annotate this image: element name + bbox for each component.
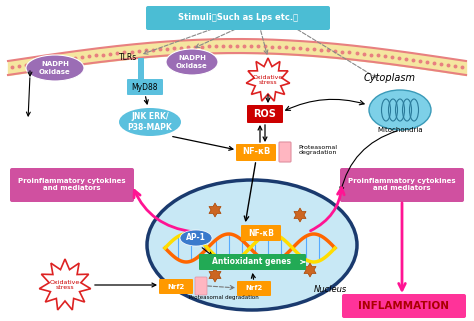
Polygon shape <box>39 259 91 310</box>
Ellipse shape <box>147 180 357 310</box>
Text: NADPH
Oxidase: NADPH Oxidase <box>176 56 208 68</box>
Text: AP-1: AP-1 <box>186 233 206 242</box>
Text: NF-κB: NF-κB <box>248 229 274 238</box>
FancyBboxPatch shape <box>10 168 134 202</box>
FancyBboxPatch shape <box>199 254 306 270</box>
FancyBboxPatch shape <box>279 142 291 162</box>
Polygon shape <box>294 208 306 222</box>
Bar <box>138 58 144 80</box>
Text: NF-κB: NF-κB <box>242 148 270 157</box>
Text: Oxidative
stress: Oxidative stress <box>50 280 80 291</box>
Text: Nucleus: Nucleus <box>313 285 346 294</box>
Text: ROS: ROS <box>254 109 276 119</box>
Text: INFLAMMATION: INFLAMMATION <box>358 301 449 311</box>
Text: JNK ERK/
P38-MAPK: JNK ERK/ P38-MAPK <box>128 112 173 132</box>
Ellipse shape <box>26 55 84 81</box>
Polygon shape <box>304 263 316 277</box>
Ellipse shape <box>119 108 181 136</box>
Text: Mitochondria: Mitochondria <box>377 127 423 133</box>
Text: Nrf2: Nrf2 <box>246 285 263 291</box>
Text: Proteasomal degradation: Proteasomal degradation <box>189 296 259 300</box>
Ellipse shape <box>180 230 212 246</box>
FancyBboxPatch shape <box>146 6 330 30</box>
FancyBboxPatch shape <box>340 168 464 202</box>
Polygon shape <box>209 203 221 217</box>
Text: Nrf2: Nrf2 <box>167 284 185 290</box>
Text: Stimuli（Such as Lps etc.）: Stimuli（Such as Lps etc.） <box>178 13 298 22</box>
Text: Cytoplasm: Cytoplasm <box>364 73 416 83</box>
Polygon shape <box>246 58 290 101</box>
FancyBboxPatch shape <box>159 279 193 294</box>
Text: MyD88: MyD88 <box>132 82 158 91</box>
Text: Antioxidant genes: Antioxidant genes <box>212 257 292 266</box>
Ellipse shape <box>369 90 431 130</box>
FancyBboxPatch shape <box>127 79 163 95</box>
Text: NADPH
Oxidase: NADPH Oxidase <box>39 62 71 74</box>
Text: TLRs: TLRs <box>119 53 137 62</box>
Text: Proteasomal
degradation: Proteasomal degradation <box>299 144 337 155</box>
Text: Proinflammatory cytokines
and mediators: Proinflammatory cytokines and mediators <box>18 178 126 192</box>
FancyBboxPatch shape <box>195 277 207 295</box>
Polygon shape <box>209 268 221 282</box>
Ellipse shape <box>166 49 218 75</box>
FancyBboxPatch shape <box>236 144 276 161</box>
Text: Proinflammatory cytokines
and mediators: Proinflammatory cytokines and mediators <box>348 178 456 192</box>
FancyBboxPatch shape <box>342 294 466 318</box>
FancyBboxPatch shape <box>241 225 281 241</box>
FancyBboxPatch shape <box>237 281 271 296</box>
Text: Oxidative
stress: Oxidative stress <box>253 74 283 85</box>
FancyBboxPatch shape <box>247 105 283 123</box>
